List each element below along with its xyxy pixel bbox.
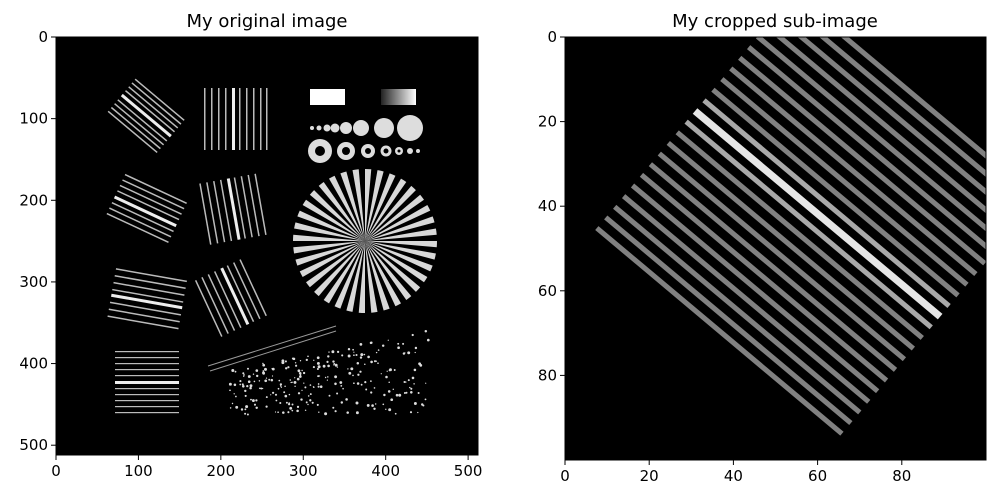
circle-row-rings xyxy=(308,139,420,163)
bar-group-6 xyxy=(194,259,267,337)
white-rectangle xyxy=(310,89,345,105)
x-tick-label: 400 xyxy=(371,462,400,480)
x-tick-label: 40 xyxy=(724,467,743,485)
radial-spoke-star xyxy=(293,169,437,313)
x-tick-label: 0 xyxy=(560,467,570,485)
left-axes-frame xyxy=(55,36,479,456)
y-tick-label: 40 xyxy=(538,197,557,215)
y-tick-label: 500 xyxy=(19,436,48,454)
y-tick-label: 60 xyxy=(538,282,557,300)
x-tick-label: 300 xyxy=(289,462,318,480)
x-tick-label: 80 xyxy=(892,467,911,485)
bar-group-5 xyxy=(107,268,187,330)
y-tick-label: 400 xyxy=(19,355,48,373)
y-tick-label: 20 xyxy=(538,113,557,131)
y-tick-label: 100 xyxy=(19,110,48,128)
bar-group-7 xyxy=(115,351,179,414)
diagonal-line-1 xyxy=(207,325,337,367)
x-tick-label: 200 xyxy=(207,462,236,480)
x-tick-label: 500 xyxy=(454,462,483,480)
x-tick-label: 0 xyxy=(51,462,61,480)
x-tick-label: 100 xyxy=(124,462,153,480)
bar-group-4 xyxy=(199,173,267,245)
bar-group-2 xyxy=(204,88,268,150)
y-tick-label: 80 xyxy=(538,366,557,384)
y-tick-label: 200 xyxy=(19,191,48,209)
right-axis-ticks: 0 20 40 60 80 0 20 40 60 80 xyxy=(538,28,911,485)
gradient-rectangle xyxy=(381,89,416,105)
right-image-content xyxy=(595,37,986,436)
scattered-dots xyxy=(228,330,430,416)
diagonal-line-2 xyxy=(209,330,337,372)
right-title: My cropped sub-image xyxy=(672,11,878,32)
left-image-panel: My original image xyxy=(19,11,482,480)
x-tick-label: 20 xyxy=(640,467,659,485)
left-image-content xyxy=(106,78,437,416)
bar-group-3 xyxy=(106,173,187,243)
circle-row-solid xyxy=(310,115,423,141)
left-title: My original image xyxy=(187,11,348,32)
y-tick-label: 300 xyxy=(19,273,48,291)
right-image-panel: My cropped sub-image 0 20 40 60 80 0 20 40 60 80 xyxy=(538,11,987,485)
y-tick-label: 0 xyxy=(38,28,48,46)
bar-group-1 xyxy=(107,78,185,154)
right-axes-frame xyxy=(564,36,987,461)
stripe-pattern xyxy=(595,37,986,436)
x-tick-label: 60 xyxy=(808,467,827,485)
y-tick-label: 0 xyxy=(547,28,557,46)
